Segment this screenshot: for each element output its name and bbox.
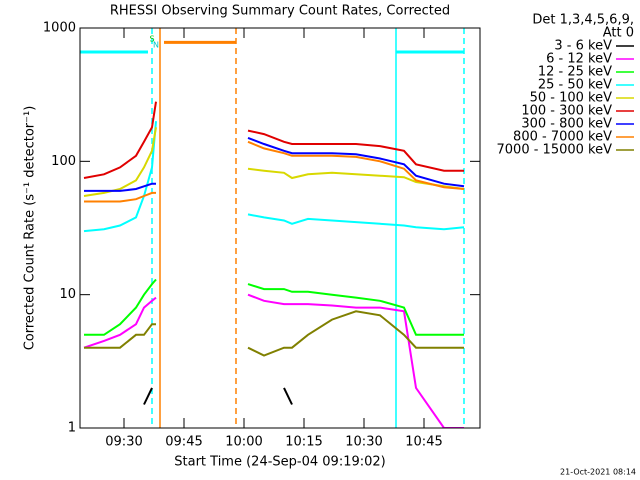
y-tick-label: 1000 <box>43 21 76 36</box>
flag-label: N <box>153 41 159 50</box>
legend-label: 100 - 300 keV <box>521 104 612 119</box>
series-line <box>83 127 465 197</box>
plot-frame <box>79 27 481 429</box>
series-line <box>83 101 464 179</box>
legend-header: Att 0 <box>603 26 634 41</box>
chart-title: RHESSI Observing Summary Count Rates, Co… <box>110 4 450 19</box>
x-tick-label: 10:45 <box>405 435 442 450</box>
series-line <box>84 278 464 336</box>
flag-label: S <box>149 35 154 44</box>
series-line <box>83 293 464 428</box>
x-tick-label: 10:30 <box>345 435 382 450</box>
legend-label: 800 - 7000 keV <box>513 130 612 145</box>
legend-label: 50 - 100 keV <box>530 91 613 106</box>
x-axis-label: Start Time (24-Sep-04 09:19:02) <box>174 455 385 470</box>
series-line <box>84 310 464 357</box>
y-axis-label: Corrected Count Rate (s⁻¹ detector⁻¹) <box>23 106 38 351</box>
x-tick-label: 10:00 <box>225 435 262 450</box>
legend-label: 3 - 6 keV <box>554 39 612 54</box>
legend-label: 6 - 12 keV <box>546 52 612 67</box>
legend-label: 12 - 25 keV <box>538 65 612 80</box>
series-line <box>84 136 465 192</box>
x-tick-label: 09:45 <box>165 435 202 450</box>
legend-header: Det 1,3,4,5,6,9, <box>532 13 634 28</box>
legend-label: 300 - 800 keV <box>521 117 612 132</box>
legend-label: 7000 - 15000 keV <box>497 143 613 158</box>
plot-area <box>80 28 465 428</box>
x-tick-label: 09:30 <box>105 435 142 450</box>
y-tick-label: 100 <box>51 154 76 169</box>
legend-label: 25 - 50 keV <box>538 78 612 93</box>
y-tick-label: 1 <box>68 421 76 436</box>
y-tick-label: 10 <box>59 287 76 302</box>
series-line <box>143 387 293 405</box>
x-tick-label: 10:15 <box>285 435 322 450</box>
footer: 21-Oct-2021 08:14 <box>560 468 636 477</box>
series-line <box>83 121 465 233</box>
series-line <box>84 140 465 203</box>
